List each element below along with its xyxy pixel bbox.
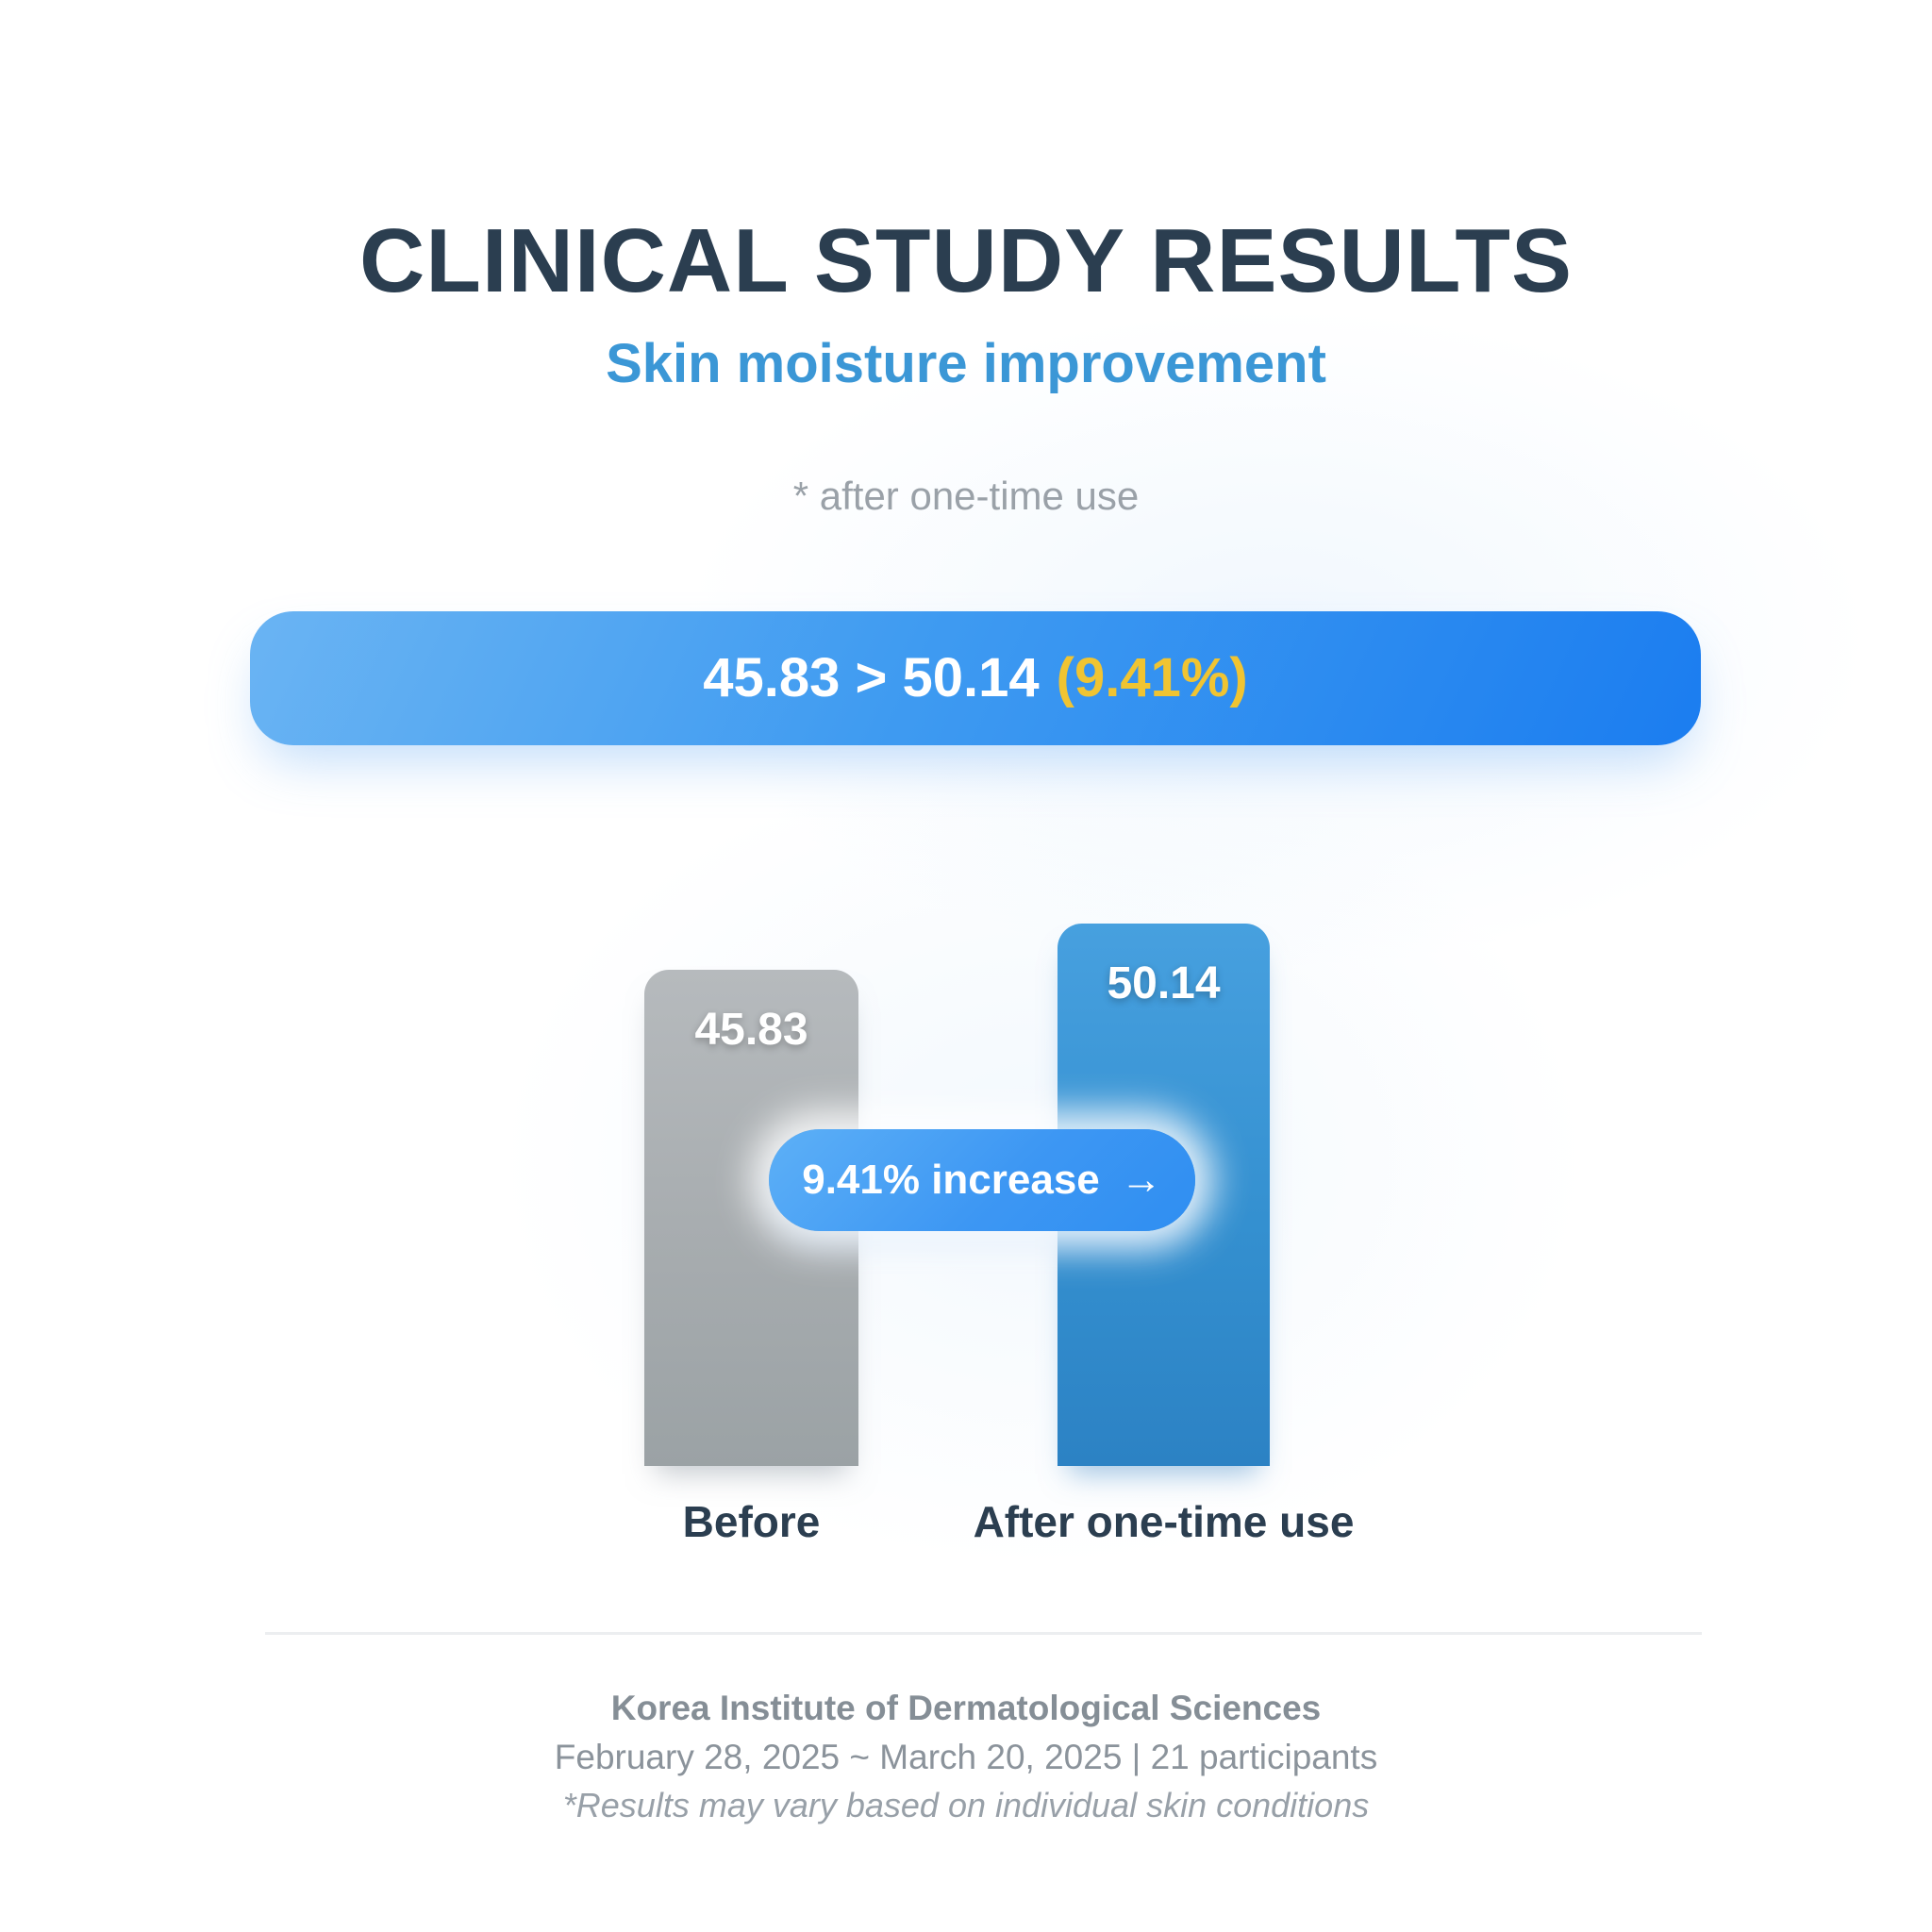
result-summary-banner: 45.83 > 50.14 (9.41%) [250, 611, 1701, 745]
increase-badge-text: 9.41% increase [802, 1157, 1100, 1203]
right-arrow-icon: → [1120, 1157, 1162, 1203]
bar-before-value: 45.83 [694, 1005, 808, 1055]
page-subtitle: Skin moisture improvement [606, 333, 1326, 394]
page-title: CLINICAL STUDY RESULTS [358, 210, 1574, 311]
banner-percent-text: (9.41%) [1056, 647, 1248, 708]
disclaimer: *Results may vary based on individual sk… [562, 1786, 1370, 1824]
x-label-before: Before [682, 1497, 821, 1546]
banner-values-text: 45.83 > 50.14 [703, 647, 1040, 708]
study-period: February 28, 2025 ~ March 20, 2025 | 21 … [554, 1738, 1378, 1776]
divider [265, 1632, 1702, 1635]
increase-badge: 9.41% increase → [769, 1129, 1195, 1231]
x-label-after: After one-time use [973, 1497, 1355, 1546]
bar-after-value: 50.14 [1107, 958, 1221, 1008]
usage-note: * after one-time use [792, 474, 1140, 518]
institute-name: Korea Institute of Dermatological Scienc… [610, 1689, 1322, 1727]
